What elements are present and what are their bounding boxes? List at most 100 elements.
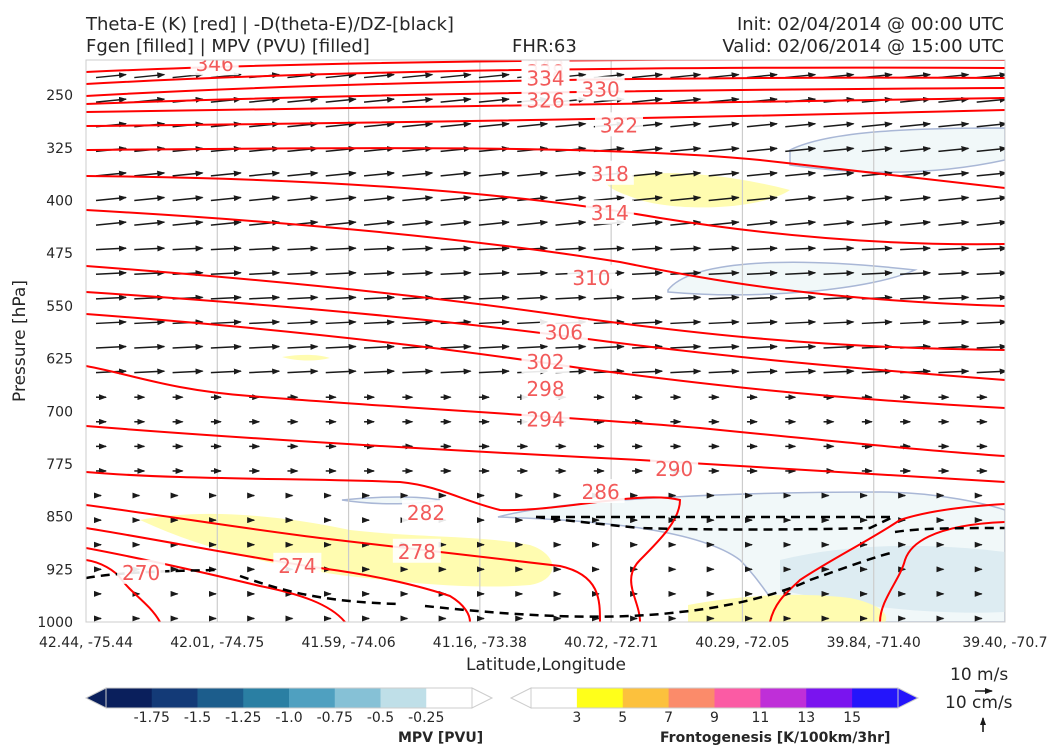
wind-vector: [287, 343, 319, 350]
theta-e-contour: [86, 76, 1005, 97]
wind-vector: [134, 270, 166, 277]
wind-vector: [632, 270, 664, 277]
colorbar-segment: [106, 688, 153, 708]
fgen-colorbar: 3 5 7 9 11 13 15: [509, 687, 920, 726]
wind-vector: [632, 170, 664, 177]
wind-vector: [478, 96, 510, 103]
wind-vector: [478, 72, 510, 79]
x-tick-label: 39.40, -70.7: [962, 635, 1047, 651]
wind-vector: [172, 195, 204, 202]
plot-frame: [85, 59, 1006, 623]
wind-vector: [249, 294, 281, 301]
theta-e-contour: [86, 527, 471, 622]
wind-vector: [900, 270, 932, 277]
dashed-contour: [535, 515, 641, 530]
wind-vector: [785, 319, 817, 326]
wind-vector: [785, 343, 817, 350]
contour-label-bg: [521, 65, 570, 90]
wind-vector: [670, 170, 702, 177]
wind-vector: [325, 343, 357, 350]
wind-vector: [402, 245, 434, 252]
wind-vector: [938, 219, 970, 226]
contour-label-bg: [539, 319, 588, 344]
y-tick-label: 400: [46, 194, 73, 210]
wind-vector: [593, 245, 625, 252]
contour-label-bg: [576, 76, 625, 101]
wind-vector: [746, 121, 778, 128]
y-axis-label: Pressure [hPa]: [10, 280, 30, 402]
wind-vector: [746, 319, 778, 326]
wind-vector: [555, 294, 587, 301]
colorbar-tick-label: -0.5: [367, 710, 394, 726]
y-tick-label: 325: [46, 141, 73, 157]
contour-label-bg: [576, 479, 625, 504]
wind-vector: [708, 319, 740, 326]
x-tick-label: 42.01, -74.75: [170, 635, 264, 651]
wind-vector: [785, 195, 817, 202]
wind-vector: [823, 146, 855, 153]
wind-vector: [900, 195, 932, 202]
wind-vector: [938, 170, 970, 177]
theta-e-contour: [86, 313, 1005, 409]
colorbar-segment: [622, 688, 670, 708]
wind-vector: [976, 245, 1005, 252]
contour-label-bg: [392, 538, 441, 563]
wind-vector: [785, 170, 817, 177]
wind-vector: [976, 146, 1005, 153]
wind-vector: [478, 270, 510, 277]
wind-vector: [95, 96, 127, 103]
wind-vector: [938, 294, 970, 301]
colorbar-tick-label: -1.0: [275, 710, 302, 726]
y-tick-label: 850: [46, 510, 73, 526]
wind-vector: [708, 245, 740, 252]
wind-vector: [172, 219, 204, 226]
wind-vector: [517, 219, 549, 226]
wind-vector: [785, 146, 817, 153]
wind-vector: [363, 72, 396, 79]
wind-vector: [517, 121, 549, 128]
colorbar-segment: [806, 688, 853, 708]
wind-vector: [900, 319, 932, 326]
contour-label-bg: [567, 264, 616, 289]
contour-label: 294: [526, 408, 564, 432]
wind-vector: [555, 170, 587, 177]
wind-vector: [708, 294, 740, 301]
wind-vector: [364, 270, 396, 277]
colorbar-extend-right: [897, 687, 920, 709]
wind-vector: [95, 294, 127, 301]
x-tick-label: 41.16, -73.38: [433, 635, 527, 651]
wind-vector: [134, 368, 166, 375]
wind-vector: [249, 343, 281, 350]
colorbar-tick-label: 13: [797, 710, 815, 726]
contour-label: 330: [582, 78, 620, 102]
ref-vertical-label: 10 cm/s: [945, 693, 1013, 713]
contour-label: 306: [545, 321, 583, 345]
colorbar-segment: [197, 688, 244, 708]
wind-vector: [976, 343, 1005, 350]
wind-vector: [938, 146, 970, 153]
wind-vector: [632, 146, 664, 153]
colorbar-segment: [760, 688, 807, 708]
mpv-region-lower-right-inner: [780, 545, 1005, 613]
wind-vector: [785, 245, 817, 252]
wind-vector: [287, 245, 319, 252]
contour-label-bg: [521, 87, 570, 112]
wind-vector: [478, 170, 510, 177]
wind-vector: [670, 121, 702, 128]
wind-vector: [95, 195, 127, 202]
wind-vector: [746, 170, 778, 177]
colorbar-segment: [668, 688, 715, 708]
wind-vector: [325, 294, 357, 301]
wind-vector: [976, 219, 1005, 226]
wind-vector: [632, 319, 664, 326]
wind-vector: [938, 343, 970, 350]
wind-vector: [249, 245, 281, 252]
colorbar-extend-left: [509, 687, 532, 709]
wind-vector: [861, 146, 893, 153]
wind-vector: [861, 170, 893, 177]
wind-vector: [363, 170, 396, 177]
wind-vector: [249, 368, 281, 375]
contour-label-bg: [521, 406, 570, 431]
wind-vector: [210, 368, 242, 375]
